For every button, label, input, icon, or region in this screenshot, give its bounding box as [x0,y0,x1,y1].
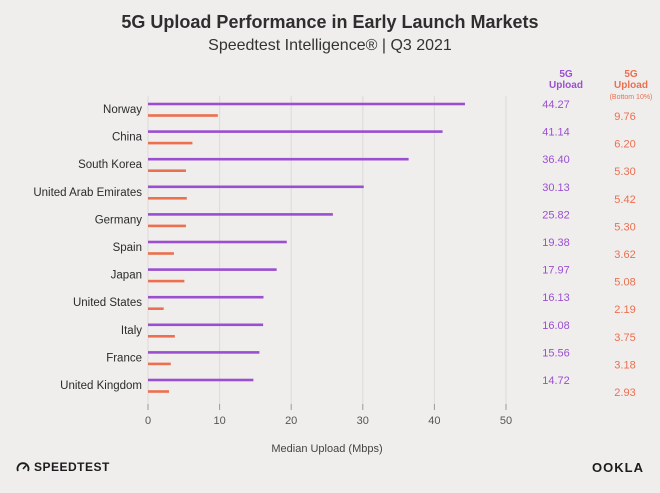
bottom10-bar [148,252,174,255]
upload-bar [148,268,277,271]
upload-value-label: 41.14 [542,127,570,139]
bottom10-bar [148,390,169,393]
bottom10-value-label: 6.20 [614,139,635,151]
category-label: China [112,132,143,144]
category-label: United Arab Emirates [33,187,142,199]
chart-subtitle: Speedtest Intelligence® | Q3 2021 [208,37,452,54]
x-tick-label: 10 [213,415,225,427]
upload-value-label: 14.72 [542,375,570,387]
category-label: Italy [121,325,142,337]
legend-upload-label: 5G [559,69,573,80]
upload-bar [148,351,260,354]
chart-title: 5G Upload Performance in Early Launch Ma… [121,12,539,32]
bottom10-value-label: 5.30 [614,221,635,233]
speedtest-wordmark: SPEEDTEST [34,460,110,474]
speedometer-icon [16,462,30,472]
x-tick-label: 30 [357,415,369,427]
category-label: Spain [113,242,142,254]
upload-bar [148,323,264,327]
legend-bottom10-label: Upload [614,80,648,91]
bottom10-bar [148,114,218,117]
bottom10-bar [148,224,186,228]
bottom10-value-label: 5.42 [614,194,635,206]
bottom10-bar [148,141,193,145]
category-label: United Kingdom [60,380,142,392]
bottom10-value-label: 3.62 [614,249,635,261]
upload-bar [148,295,264,299]
x-axis-label: Median Upload (Mbps) [271,443,382,455]
upload-bar [148,102,465,106]
upload-value-label: 16.08 [542,320,570,332]
bottom10-value-label: 3.75 [614,332,635,344]
legend-bottom10-label: 5G [624,69,638,80]
upload-bar [148,213,333,216]
bottom10-value-label: 5.30 [614,166,635,178]
upload-value-label: 15.56 [542,347,570,359]
upload-bar [148,157,409,161]
upload-value-label: 16.13 [542,292,570,304]
category-label: South Korea [78,159,143,171]
x-tick-label: 0 [145,415,151,427]
upload-bar [148,378,254,382]
x-tick-label: 40 [428,415,440,427]
category-label: United States [73,297,142,309]
upload-bar [148,130,443,133]
legend-upload-label: Upload [549,80,583,91]
bottom10-bar [148,197,187,200]
bottom10-bar [148,362,171,366]
bottom10-value-label: 5.08 [614,277,635,289]
upload-value-label: 44.27 [542,99,570,111]
bottom10-bar [148,307,164,310]
x-tick-label: 50 [500,415,512,427]
upload-value-label: 19.38 [542,237,570,249]
upload-value-label: 17.97 [542,265,570,277]
upload-bar [148,185,364,189]
x-tick-label: 20 [285,415,297,427]
speedtest-logo: SPEEDTEST [16,460,110,474]
upload-value-label: 25.82 [542,209,570,221]
upload-value-label: 30.13 [542,182,570,194]
upload-value-label: 36.40 [542,154,570,166]
bottom10-bar [148,335,175,338]
category-label: Japan [111,270,142,282]
bottom10-value-label: 2.93 [614,387,635,399]
upload-bar [148,240,287,244]
bottom10-bar [148,279,185,283]
legend-bottom10-note: (Bottom 10%) [610,94,653,101]
bottom10-value-label: 9.76 [614,111,635,123]
category-label: Germany [95,214,143,226]
category-label: Norway [103,104,142,116]
bottom10-bar [148,169,186,172]
ookla-logo: OOKLA [592,460,644,475]
category-label: France [106,352,142,364]
bottom10-value-label: 2.19 [614,304,635,316]
bottom10-value-label: 3.18 [614,359,635,371]
